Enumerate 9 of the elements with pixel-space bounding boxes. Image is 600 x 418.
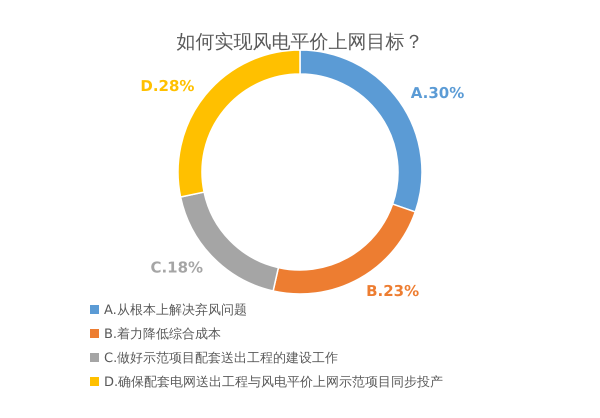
data-label: A.30%	[410, 84, 464, 102]
legend-label: B.着力降低综合成本	[104, 326, 222, 342]
legend-label: C.做好示范项目配套送出工程的建设工作	[104, 351, 338, 366]
data-label: B.23%	[366, 282, 420, 300]
data-label: D.28%	[140, 77, 194, 96]
chart-title: 如何实现风电平价上网目标？	[176, 31, 424, 53]
legend-label: A.从根本上解决弃风问题	[104, 302, 247, 318]
legend-label: D.确保配套电网送出工程与风电平价上网示范项目同步投产	[104, 375, 444, 390]
data-label: C.18%	[150, 258, 204, 276]
